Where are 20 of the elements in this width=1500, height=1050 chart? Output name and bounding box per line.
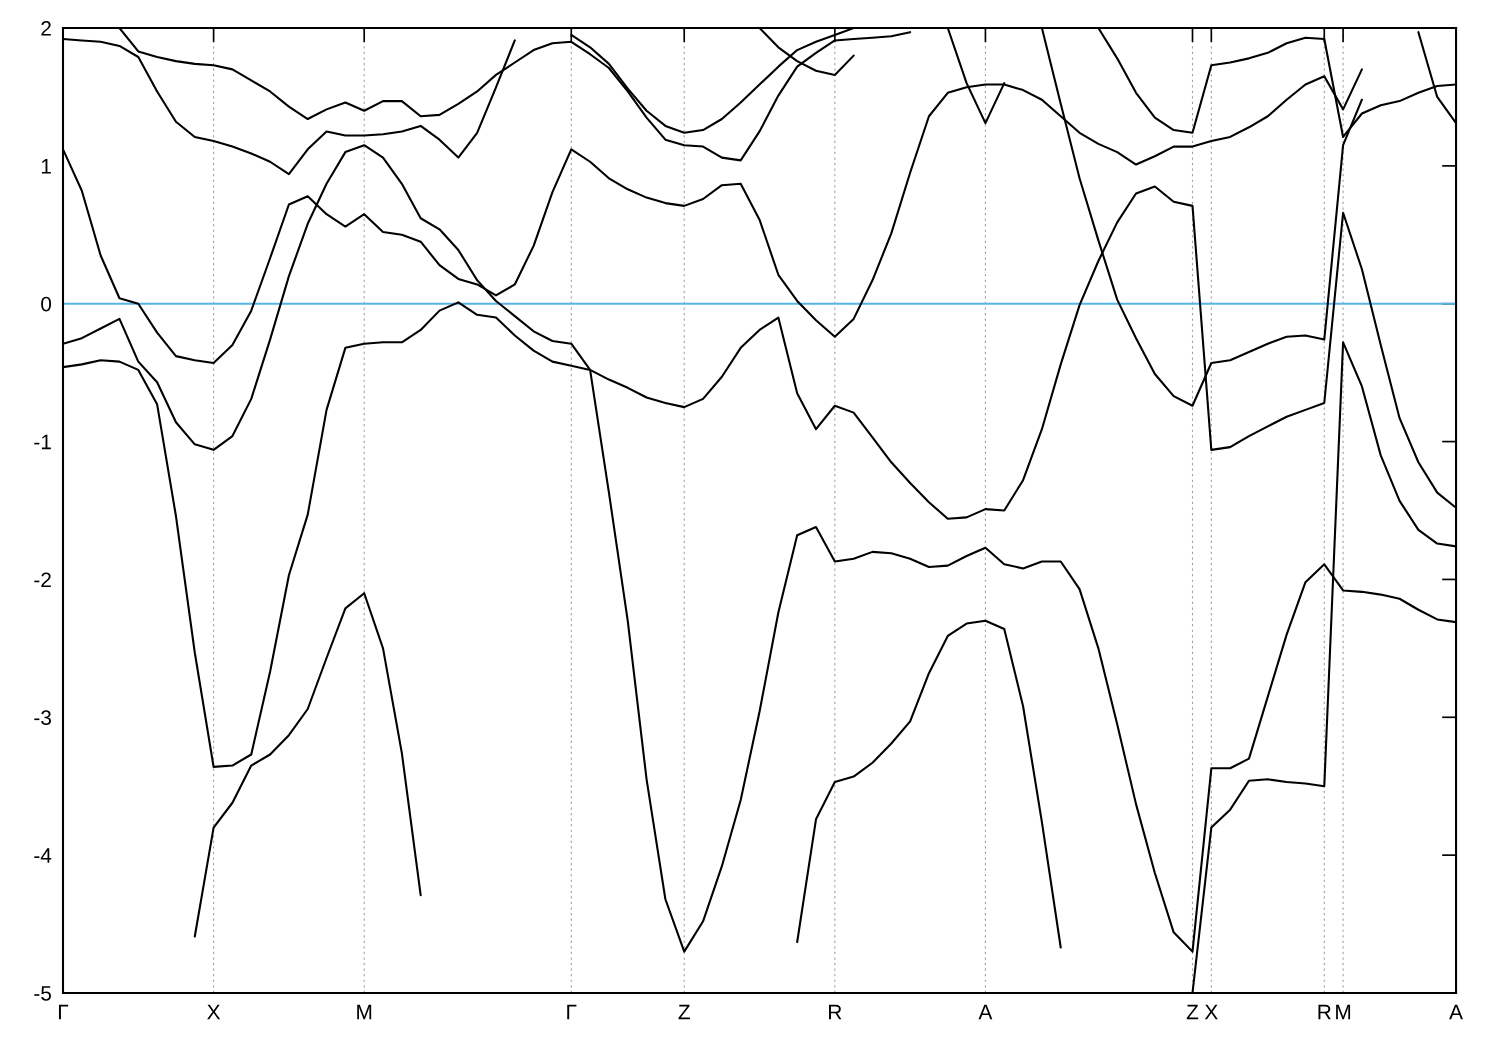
x-tick-label: X [207, 1004, 221, 1020]
x-tick-label: R [1318, 1004, 1331, 1020]
y-tick-label: -2 [34, 572, 51, 587]
x-tick-label: Z [1186, 1004, 1199, 1020]
x-tick-label: A [978, 1004, 993, 1020]
x-tick-label: Γ [567, 1004, 577, 1020]
x-tick-label: X [1204, 1004, 1218, 1020]
y-tick-label: 0 [41, 296, 52, 312]
y-tick-label: -4 [34, 848, 52, 863]
y-tick-label: -1 [34, 434, 51, 450]
x-tick-label: M [357, 1004, 372, 1020]
x-tick-label: M [1336, 1004, 1351, 1020]
y-tick-label: -3 [34, 710, 51, 726]
x-tick-label: R [829, 1004, 842, 1020]
y-tick-label: 2 [41, 21, 51, 36]
y-tick-label: -5 [34, 986, 52, 1001]
y-tick-label: 1 [41, 159, 51, 174]
x-tick-label: A [1449, 1004, 1463, 1020]
x-tick-label: Z [678, 1004, 690, 1020]
x-tick-label: Γ [58, 1004, 69, 1020]
